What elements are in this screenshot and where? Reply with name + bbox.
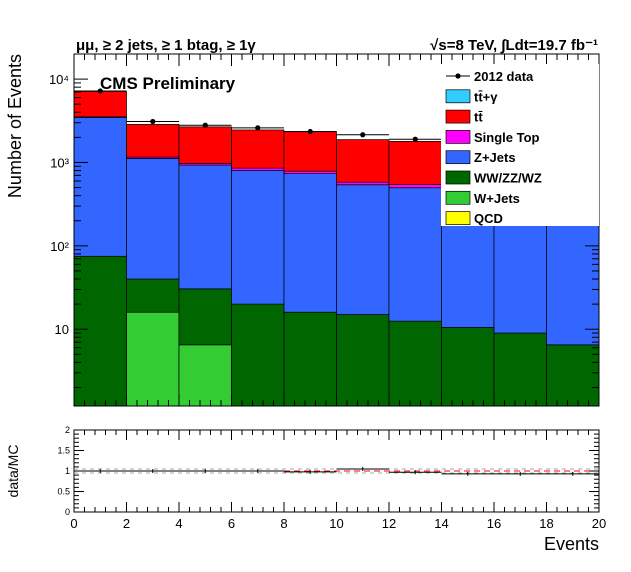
legend-label: tt̄: [474, 110, 483, 125]
legend-label: WW/ZZ/WZ: [474, 171, 542, 186]
ratio-y-axis: 0 0.5 1 1.5 2: [57, 425, 599, 517]
data-point-6: [412, 136, 418, 142]
legend-swatch: [445, 170, 471, 185]
data-point-4: [307, 128, 313, 135]
ratio-xtick-label: 20: [592, 516, 606, 531]
lumi-label: √s=8 TeV, ∫Ldt=19.7 fb⁻¹: [430, 37, 598, 54]
ratio-xtick-label: 4: [175, 516, 182, 531]
ratio-ytick-label: 1.5: [57, 446, 70, 456]
data-point-3: [255, 125, 261, 131]
ratio-xtick-label: 14: [434, 516, 448, 531]
main-panel: 10 10² 10³ 10⁴ μμ, ≥ 2 jets, ≥ 1 btag, ≥ 1γ…: [5, 37, 600, 407]
bar-w-jets-bin-1: [126, 311, 180, 407]
legend-label: 2012 data: [474, 69, 534, 84]
ratio-xtick-label: 18: [539, 516, 553, 531]
bar-tt-bin-1: [126, 124, 180, 158]
bar-ww-zz-wz-bin-9: [546, 344, 600, 407]
legend-swatch: [445, 190, 471, 205]
bar-z-jets-bin-1: [126, 158, 180, 280]
legend-label: tt̄+γ: [474, 89, 498, 104]
bar-ww-zz-wz-bin-1: [126, 278, 180, 313]
legend-label: Single Top: [474, 130, 540, 145]
bar-ww-zz-wz-bin-5: [336, 314, 390, 407]
ratio-xtick-label: 10: [329, 516, 343, 531]
main-ytick-label: 10: [55, 322, 69, 337]
main-ytick-label: 10²: [50, 239, 69, 254]
legend-label: QCD: [474, 211, 503, 226]
bar-ww-zz-wz-bin-2: [178, 288, 232, 346]
bar-z-jets-bin-3: [231, 170, 285, 305]
bar-w-jets-bin-2: [178, 344, 232, 407]
bar-z-jets-bin-6: [388, 187, 442, 322]
main-ytick-label: 10⁴: [49, 72, 69, 87]
ratio-y-label: data/MC: [5, 445, 21, 498]
bar-tt-bin-0: [73, 91, 127, 118]
bar-z-jets-bin-0: [73, 117, 127, 257]
bar-ww-zz-wz-bin-7: [441, 327, 495, 407]
ratio-xtick-label: 2: [123, 516, 130, 531]
bar-z-jets-bin-4: [283, 173, 337, 313]
legend: 2012 data tt̄+γ tt̄ Single Top Z+Jets WW/ZZ/W…: [441, 64, 599, 226]
bar-tt-bin-6: [388, 140, 442, 185]
x-axis-label: Events: [544, 534, 599, 554]
bar-tt-bin-4: [283, 131, 337, 172]
legend-swatch: [445, 150, 471, 165]
legend-swatch: [445, 211, 471, 225]
ratio-ytick-label: 2: [65, 425, 70, 435]
bar-z-jets-bin-5: [336, 184, 390, 315]
ratio-ytick-label: 0: [65, 507, 70, 517]
ratio-xtick-label: 12: [382, 516, 396, 531]
y-axis-label: Number of Events: [5, 54, 25, 198]
bar-ww-zz-wz-bin-8: [493, 332, 547, 407]
data-point-1: [150, 118, 156, 125]
ratio-x-axis: 0 2 4 6 8 10 12 14 16 18 20: [70, 430, 606, 531]
data-point-0: [97, 88, 103, 94]
bar-ww-zz-wz-bin-3: [231, 303, 285, 407]
legend-swatch: [445, 109, 471, 124]
ratio-panel: 0 0.5 1 1.5 2 0 2 4 6 8 10 12 14 16 18 20 data/MC Even…: [5, 425, 606, 554]
bar-single-top-bin-3: [231, 167, 285, 171]
legend-label: Z+Jets: [474, 150, 516, 165]
ratio-xtick-label: 6: [228, 516, 235, 531]
ratio-xtick-label: 16: [487, 516, 501, 531]
bar-ww-zz-wz-bin-6: [388, 320, 442, 407]
legend-data-marker: [455, 73, 461, 79]
channel-label: μμ, ≥ 2 jets, ≥ 1 btag, ≥ 1γ: [76, 37, 256, 54]
ratio-xtick-label: 0: [70, 516, 77, 531]
ratio-ytick-label: 0.5: [57, 487, 70, 497]
ratio-xtick-label: 8: [280, 516, 287, 531]
legend-swatch: [445, 89, 471, 104]
data-point-2: [202, 122, 208, 128]
main-ytick-label: 10³: [50, 155, 69, 170]
legend-label: W+Jets: [474, 191, 520, 206]
chart-title: CMS Preliminary: [100, 74, 236, 93]
bar-ww-zz-wz-bin-0: [73, 255, 127, 407]
legend-swatch: [445, 130, 471, 144]
bar-single-top-bin-5: [336, 181, 390, 186]
main-x-axis: [73, 54, 600, 406]
bar-single-top-bin-4: [283, 170, 337, 174]
bar-tt-bin-5: [336, 139, 390, 183]
bar-z-jets-bin-2: [178, 164, 232, 290]
bar-tt-bin-2: [178, 126, 232, 164]
data-point-5: [360, 132, 366, 138]
legend-entries: 2012 data tt̄+γ tt̄ Single Top Z+Jets WW/ZZ/W…: [445, 69, 542, 226]
bar-ww-zz-wz-bin-4: [283, 311, 337, 407]
ratio-points: [74, 466, 599, 476]
ratio-ytick-label: 1: [65, 466, 70, 476]
bar-single-top-bin-6: [388, 184, 442, 189]
bar-tt-bin-3: [231, 129, 285, 169]
